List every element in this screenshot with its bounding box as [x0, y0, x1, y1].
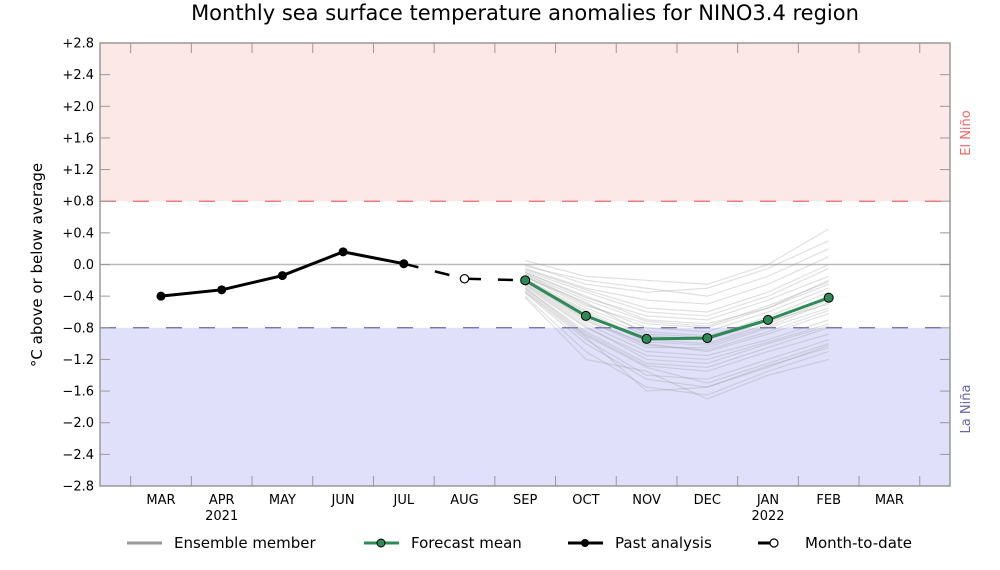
- x-tick-label: JUN: [331, 493, 355, 508]
- past-analysis-marker: [338, 247, 348, 257]
- x-tick-label: MAR: [146, 493, 175, 508]
- forecast-mean-marker: [580, 310, 591, 321]
- ensemble-member-line: [524, 289, 829, 384]
- y-tick-label: +0.8: [62, 195, 94, 210]
- legend-item-forecast-mean: Forecast mean: [364, 534, 522, 552]
- y-tick-label: −2.0: [62, 416, 94, 431]
- legend-item-month-to-date: Month-to-date: [758, 534, 912, 552]
- x-tick-label: APR: [209, 493, 235, 508]
- ensemble-member-line: [525, 267, 829, 317]
- ensemble-member-line: [524, 283, 829, 357]
- forecast-mean-marker: [702, 333, 713, 344]
- y-tick-label: −2.4: [62, 448, 94, 463]
- x-tick-label: MAR: [875, 493, 904, 508]
- y-tick-label: 0.0: [73, 258, 94, 273]
- legend-past-marker: [581, 539, 589, 547]
- legend-forecast-label: Forecast mean: [411, 534, 522, 552]
- ensemble-member-line: [525, 263, 829, 313]
- y-axis-label: °C above or below average: [28, 163, 46, 367]
- x-tick-label: DEC: [694, 493, 721, 508]
- ensemble-member-line: [524, 275, 829, 329]
- ensemble-member-line: [524, 279, 829, 345]
- past-analysis-marker: [156, 291, 166, 301]
- past-analysis-marker: [217, 285, 227, 295]
- el-nino-region: [100, 43, 950, 202]
- ensemble-member-line: [524, 286, 829, 361]
- month-to-date-marker: [459, 273, 470, 284]
- ensemble-member-line: [524, 282, 829, 353]
- month-to-date-line: [403, 262, 526, 282]
- ensemble-member-line: [524, 297, 829, 400]
- ensemble-member-line: [524, 276, 829, 338]
- y-tick-label: −1.2: [62, 353, 94, 368]
- y-tick-label: −0.8: [62, 321, 94, 336]
- ensemble-member-line: [524, 295, 829, 396]
- ensemble-member-line: [524, 273, 829, 327]
- y-tick-label: +1.2: [62, 163, 94, 178]
- y-tick-label: +1.6: [62, 131, 94, 146]
- ensemble-member-line: [525, 256, 829, 305]
- y-tick-label: +2.8: [62, 37, 94, 52]
- legend: Ensemble member Forecast mean Past analy…: [127, 534, 912, 552]
- ensemble-member-line: [524, 291, 829, 380]
- legend-past-label: Past analysis: [615, 534, 712, 552]
- axes: +2.8 +2.4 +2.0 +1.6 +1.2 +0.8 +0.4 0.0 −0.4 −0.8 −…: [62, 37, 951, 524]
- plot-background: [100, 43, 950, 486]
- x-year-label: 2022: [751, 509, 784, 524]
- ensemble-member-line: [525, 228, 830, 285]
- ensemble-member-line: [525, 248, 829, 297]
- legend-item-past-analysis: Past analysis: [568, 534, 712, 552]
- y-tick-label: +0.4: [62, 226, 94, 241]
- la-nina-region: [100, 327, 950, 486]
- forecast-mean-marker: [823, 292, 834, 303]
- x-tick-label: JUL: [393, 493, 415, 508]
- x-tick-label: SEP: [513, 493, 537, 508]
- ensemble-member-line: [524, 279, 829, 346]
- x-tick-label: NOV: [632, 493, 661, 508]
- forecast-mean-line: [524, 279, 830, 341]
- ensemble-member-line: [524, 284, 829, 364]
- ensemble-member-line: [524, 271, 829, 321]
- ensemble-member-line: [524, 273, 829, 333]
- ensemble-layer: [524, 228, 830, 400]
- ensemble-member-line: [524, 281, 829, 351]
- legend-item-ensemble: Ensemble member: [127, 534, 317, 552]
- legend-mtd-marker: [769, 538, 779, 548]
- chart-title: Monthly sea surface temperature anomalie…: [191, 1, 859, 25]
- y-tick-label: −1.6: [62, 385, 94, 400]
- x-tick-label: OCT: [572, 493, 599, 508]
- legend-mtd-label: Month-to-date: [805, 534, 912, 552]
- series-layer: [156, 247, 834, 344]
- ensemble-member-line: [524, 292, 829, 388]
- la-nina-label: La Niña: [959, 385, 974, 434]
- legend-ensemble-label: Ensemble member: [174, 534, 317, 552]
- x-tick-label: JAN: [756, 493, 779, 508]
- ensemble-member-line: [524, 287, 829, 368]
- ensemble-member-line: [524, 290, 829, 392]
- past-analysis-marker: [277, 271, 287, 281]
- x-tick-label: FEB: [816, 493, 841, 508]
- ensemble-member-line: [525, 240, 829, 293]
- ensemble-member-line: [524, 287, 829, 372]
- forecast-mean-marker: [641, 333, 652, 344]
- el-nino-label: El Niño: [959, 110, 974, 156]
- y-tick-label: −2.8: [62, 480, 94, 495]
- x-tick-label: AUG: [450, 493, 478, 508]
- forecast-mean-marker: [520, 275, 531, 286]
- legend-forecast-marker: [376, 538, 386, 548]
- x-tick-label: MAY: [269, 493, 296, 508]
- ensemble-member-line: [524, 281, 829, 349]
- y-tick-label: +2.4: [62, 68, 94, 83]
- ensemble-member-line: [524, 271, 829, 325]
- y-tick-label: −0.4: [62, 290, 94, 305]
- y-tick-label: +2.0: [62, 100, 94, 115]
- x-year-label: 2021: [205, 509, 238, 524]
- forecast-mean-marker: [763, 314, 773, 325]
